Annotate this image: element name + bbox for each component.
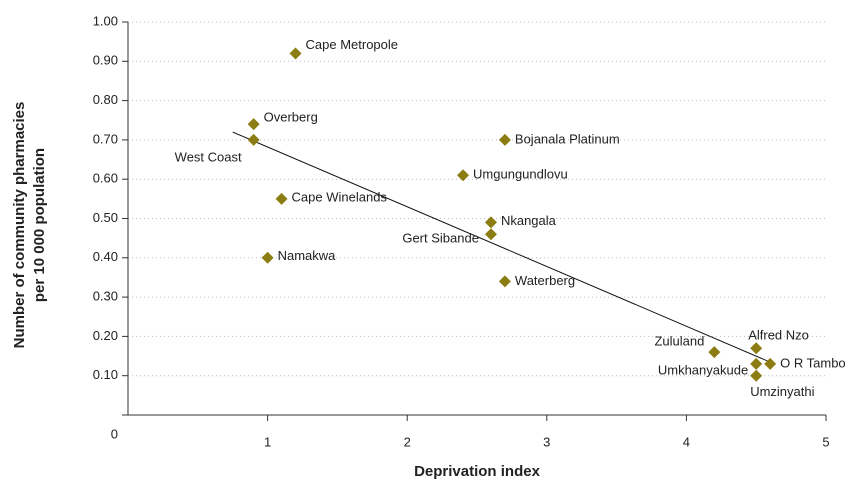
point: [708, 346, 721, 359]
point: [247, 133, 260, 146]
point: [484, 216, 497, 229]
point: [484, 228, 497, 241]
y-tick-label: 0.50: [93, 210, 118, 225]
trend-line: [232, 131, 775, 365]
x-axis-label: Deprivation index: [414, 463, 541, 480]
point: [498, 275, 511, 288]
point: [498, 133, 511, 146]
point: [457, 169, 470, 182]
y-tick-label: 1.00: [93, 13, 118, 28]
y-tick-label: 0.60: [93, 171, 118, 186]
point: [750, 369, 763, 382]
point: [764, 357, 777, 370]
y-axis-label: Number of community pharmacies: [11, 102, 28, 349]
x-tick-label: 5: [822, 434, 829, 449]
point-label: Gert Sibande: [402, 231, 479, 246]
y-tick-label: 0.10: [93, 367, 118, 382]
x-tick-label: 4: [683, 434, 690, 449]
point: [750, 342, 763, 355]
point-label: Overberg: [264, 110, 318, 125]
point: [289, 47, 302, 60]
point: [275, 192, 288, 205]
point: [750, 357, 763, 370]
y-tick-label: 0.30: [93, 289, 118, 304]
x-tick-label: 1: [264, 434, 271, 449]
y-tick-label: 0.40: [93, 249, 118, 264]
point: [247, 118, 260, 131]
point-label: O R Tambo: [780, 355, 846, 370]
point-label: Umzinyathi: [750, 384, 814, 399]
point-label: Bojanala Platinum: [515, 131, 620, 146]
y-axis-label: per 10 000 population: [31, 148, 48, 302]
y-tick-label: 0.90: [93, 53, 118, 68]
y-tick-label: 0.80: [93, 92, 118, 107]
y-tick-label: 0.20: [93, 328, 118, 343]
point: [261, 251, 274, 264]
point-label: Cape Winelands: [292, 189, 388, 204]
y-tick-label: 0.70: [93, 131, 118, 146]
point-label: Cape Metropole: [306, 37, 399, 52]
point-label: West Coast: [175, 149, 242, 164]
point-label: Waterberg: [515, 273, 575, 288]
point-label: Umgungundlovu: [473, 167, 568, 182]
x-tick-label: 2: [404, 434, 411, 449]
point-label: Zululand: [654, 334, 704, 349]
x-tick-label: 3: [543, 434, 550, 449]
point-label: Alfred Nzo: [748, 328, 809, 343]
point-label: Nkangala: [501, 213, 557, 228]
point-label: Namakwa: [278, 248, 337, 263]
y-tick-label: 0: [111, 426, 118, 441]
point-label: Umkhanyakude: [658, 362, 748, 377]
